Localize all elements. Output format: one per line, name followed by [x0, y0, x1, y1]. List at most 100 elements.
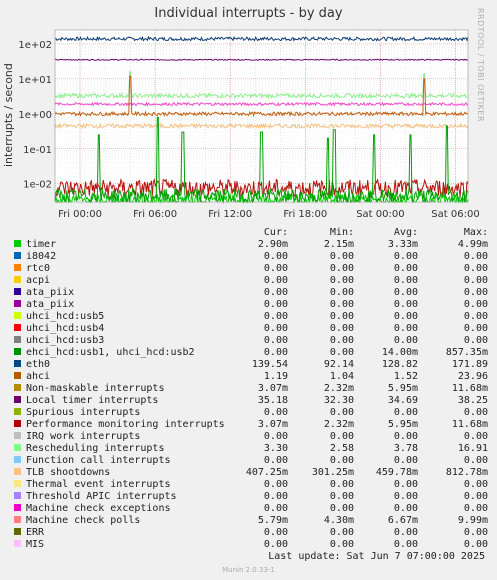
legend-swatch [14, 347, 26, 359]
x-tick-label: Sat 00:00 [356, 209, 404, 220]
legend-swatch [14, 263, 26, 275]
legend-row: acpi 0.00 0.00 0.00 0.00 [14, 275, 488, 287]
legend-min: 92.14 [323, 359, 354, 370]
legend-row: Thermal event interrupts 0.00 0.00 0.00 0.00 [14, 479, 488, 491]
legend-cur: 0.00 [263, 503, 288, 514]
header-avg: Avg: [393, 227, 418, 238]
legend-row: ata_piix 0.00 0.00 0.00 0.00 [14, 287, 488, 299]
legend-cur: 0.00 [263, 299, 288, 310]
legend-max: 0.00 [463, 275, 488, 286]
legend-cur: 0.00 [263, 347, 288, 358]
legend-row: Machine check exceptions 0.00 0.00 0.00 0.00 [14, 503, 488, 515]
legend-row: eth0 139.54 92.14 128.82 171.89 [14, 359, 488, 371]
legend-avg: 0.00 [393, 455, 418, 466]
legend-avg: 5.95m [387, 383, 418, 394]
legend-swatch [14, 383, 26, 395]
legend-cur: 3.07m [257, 419, 288, 430]
legend-name: rtc0 [26, 263, 51, 274]
legend-min: 0.00 [329, 311, 354, 322]
legend-cur: 2.90m [257, 239, 288, 250]
x-tick-labels: Fri 00:00 Fri 06:00 Fri 12:00 Fri 18:00 Sat … [58, 209, 480, 220]
legend-swatch [14, 431, 26, 443]
legend-min: 4.30m [323, 515, 354, 526]
legend-max: 171.89 [451, 359, 488, 370]
legend-swatch [14, 515, 26, 527]
last-update: Last update: Sat Jun 7 07:00:00 2025 [268, 551, 485, 562]
legend-swatch [14, 479, 26, 491]
legend-name: Threshold APIC interrupts [26, 491, 177, 502]
legend-row: Spurious interrupts 0.00 0.00 0.00 0.00 [14, 407, 488, 419]
legend-max: 857.35m [445, 347, 488, 358]
legend-avg: 0.00 [393, 527, 418, 538]
legend-row: ERR 0.00 0.00 0.00 0.00 [14, 527, 488, 539]
legend-min: 2.32m [323, 419, 354, 430]
legend-row: ata_piix 0.00 0.00 0.00 0.00 [14, 299, 488, 311]
y-tick-label: 1e+02 [18, 40, 52, 51]
legend-max: 0.00 [463, 503, 488, 514]
legend-max: 9.99m [457, 515, 488, 526]
munin-version: Munin 2.0.33-1 [222, 566, 275, 574]
legend-min: 2.58 [329, 443, 354, 454]
legend-name: ata_piix [26, 299, 75, 310]
legend-min: 0.00 [329, 455, 354, 466]
header-min: Min: [329, 227, 354, 238]
legend-min: 0.00 [329, 527, 354, 538]
legend-cur: 407.25m [245, 467, 288, 478]
series-line [54, 116, 469, 204]
legend-avg: 0.00 [393, 335, 418, 346]
legend-max: 0.00 [463, 431, 488, 442]
legend-max: 11.68m [451, 383, 488, 394]
legend-name: eth0 [26, 359, 51, 370]
legend-swatch [14, 311, 26, 323]
legend-swatch [14, 491, 26, 503]
legend-name: Local timer interrupts [26, 395, 159, 406]
legend-header: Cur: Min: Avg: Max: [14, 227, 488, 239]
y-tick-label: 1e+00 [18, 110, 52, 121]
legend-swatch [14, 275, 26, 287]
legend-max: 0.00 [463, 479, 488, 490]
legend-avg: 0.00 [393, 311, 418, 322]
legend-name: Spurious interrupts [26, 407, 141, 418]
legend-max: 0.00 [463, 323, 488, 334]
legend-min: 0.00 [329, 479, 354, 490]
legend-row: rtc0 0.00 0.00 0.00 0.00 [14, 263, 488, 275]
legend-swatch [14, 395, 26, 407]
header-cur: Cur: [263, 227, 288, 238]
legend-name: TLB shootdowns [26, 467, 111, 478]
legend-row: IRQ work interrupts 0.00 0.00 0.00 0.00 [14, 431, 488, 443]
legend-row: Machine check polls 5.79m 4.30m 6.67m 9.99m [14, 515, 488, 527]
legend-avg: 0.00 [393, 491, 418, 502]
legend-avg: 0.00 [393, 539, 418, 550]
legend-min: 1.04 [329, 371, 354, 382]
legend-cur: 0.00 [263, 263, 288, 274]
legend-name: uhci_hcd:usb3 [26, 335, 105, 346]
legend-min: 0.00 [329, 503, 354, 514]
legend-name: timer [26, 239, 57, 250]
legend-min: 2.15m [323, 239, 354, 250]
legend-max: 0.00 [463, 263, 488, 274]
legend-cur: 0.00 [263, 431, 288, 442]
legend-avg: 0.00 [393, 299, 418, 310]
legend-name: Machine check exceptions [26, 503, 171, 514]
legend-name: Performance monitoring interrupts [26, 419, 225, 430]
y-tick-labels: 1e+02 1e+01 1e+00 1e-01 1e-02 [18, 40, 52, 191]
legend-name: i8042 [26, 251, 57, 262]
legend-max: 23.96 [457, 371, 488, 382]
legend-cur: 5.79m [257, 515, 288, 526]
legend-avg: 0.00 [393, 503, 418, 514]
series-line [54, 58, 469, 61]
legend-name: Non-maskable interrupts [26, 383, 165, 394]
legend-row: i8042 0.00 0.00 0.00 0.00 [14, 251, 488, 263]
legend-max: 38.25 [457, 395, 488, 406]
legend-min: 0.00 [329, 491, 354, 502]
legend-min: 301.25m [311, 467, 354, 478]
legend-cur: 0.00 [263, 539, 288, 550]
chart-title: Individual interrupts - by day [154, 6, 343, 21]
legend-swatch [14, 419, 26, 431]
legend-swatch [14, 455, 26, 467]
legend-avg: 1.52 [393, 371, 418, 382]
legend-avg: 0.00 [393, 479, 418, 490]
legend-min: 0.00 [329, 431, 354, 442]
legend-cur: 0.00 [263, 287, 288, 298]
legend-swatch [14, 527, 26, 539]
